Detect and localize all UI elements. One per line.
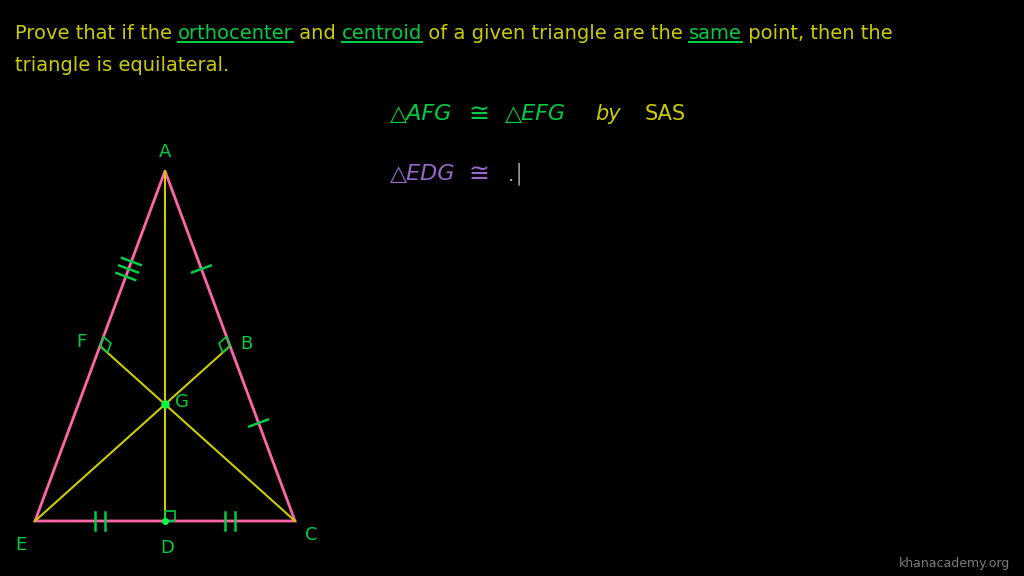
- Text: ≅: ≅: [468, 102, 489, 126]
- Text: E: E: [15, 536, 27, 554]
- Text: same: same: [689, 24, 742, 43]
- Text: C: C: [305, 526, 317, 544]
- Text: B: B: [240, 335, 252, 353]
- Text: △AFG: △AFG: [390, 104, 453, 124]
- Text: ≅: ≅: [468, 162, 489, 186]
- Text: by: by: [595, 104, 621, 124]
- Text: Prove that if the: Prove that if the: [15, 24, 178, 43]
- Text: F: F: [76, 333, 86, 351]
- Text: centroid: centroid: [342, 24, 422, 43]
- Text: triangle is equilateral.: triangle is equilateral.: [15, 56, 229, 75]
- Text: SAS: SAS: [645, 104, 686, 124]
- Text: and: and: [293, 24, 342, 43]
- Text: G: G: [175, 393, 188, 411]
- Text: .│: .│: [508, 162, 526, 185]
- Text: of a given triangle are the: of a given triangle are the: [422, 24, 689, 43]
- Text: orthocenter: orthocenter: [178, 24, 293, 43]
- Text: D: D: [160, 539, 174, 557]
- Text: A: A: [159, 143, 171, 161]
- Text: khanacademy.org: khanacademy.org: [899, 557, 1010, 570]
- Text: △EFG: △EFG: [505, 104, 566, 124]
- Text: △EDG: △EDG: [390, 164, 456, 184]
- Text: point, then the: point, then the: [742, 24, 893, 43]
